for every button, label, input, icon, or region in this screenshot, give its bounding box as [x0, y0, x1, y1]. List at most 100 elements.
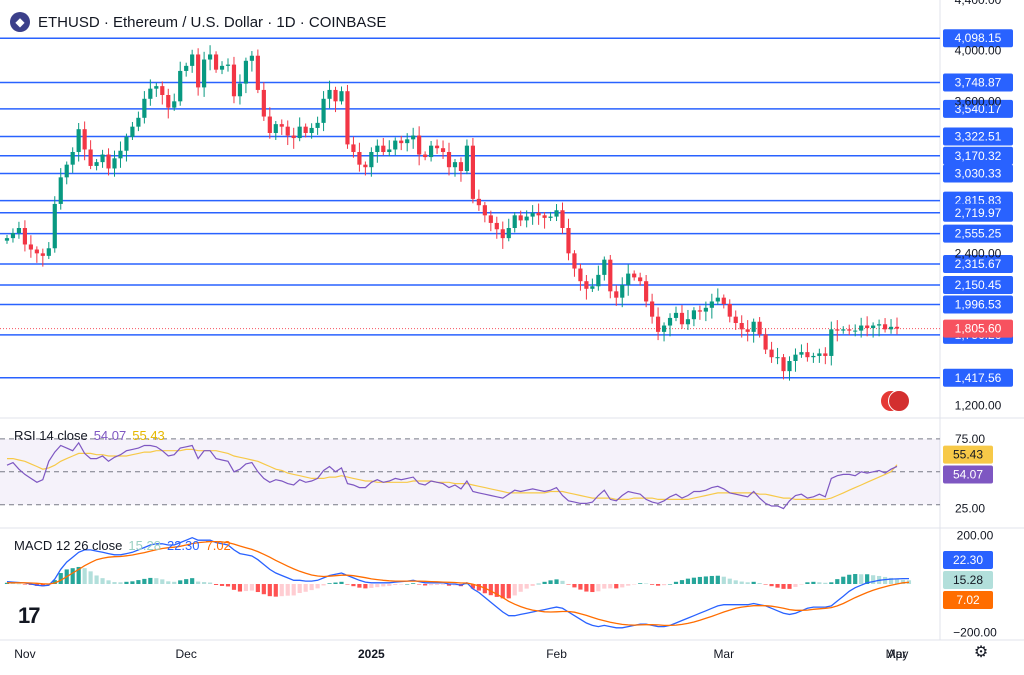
level-price-tag[interactable]: 4,098.15 — [943, 29, 1013, 48]
macd-histogram-bar — [835, 579, 840, 584]
macd-value-tag[interactable]: 7.02 — [943, 591, 993, 609]
macd-histogram-bar — [799, 584, 804, 585]
candle-body — [799, 352, 804, 355]
macd-histogram-bar — [673, 581, 679, 584]
candle-body — [739, 323, 744, 330]
macd-histogram-bar — [536, 583, 541, 585]
rsi-legend[interactable]: RSI 14 close 54.07 55.43 — [14, 428, 165, 443]
macd-histogram-bar — [590, 584, 595, 593]
symbol-title[interactable]: ETHUSD · Ethereum / U.S. Dollar · 1D · C… — [38, 13, 387, 31]
macd-histogram-bar — [88, 571, 93, 584]
candle-body — [10, 233, 16, 239]
candle-body — [894, 326, 900, 329]
macd-histogram-bar — [620, 584, 625, 588]
macd-histogram-bar — [882, 576, 888, 584]
macd-histogram-bar — [22, 584, 27, 585]
macd-histogram-bar — [452, 584, 458, 586]
macd-histogram-bar — [82, 568, 87, 584]
level-price-tag[interactable]: 2,150.45 — [943, 275, 1013, 294]
macd-histogram-bar — [297, 584, 302, 594]
level-price-tag[interactable]: 3,748.87 — [943, 73, 1013, 92]
macd-histogram-bar — [763, 584, 768, 585]
time-axis-label: Mar — [713, 647, 734, 661]
candle-body — [327, 89, 332, 99]
macd-histogram-bar — [506, 584, 511, 599]
candle-body — [345, 91, 350, 145]
ethereum-icon: ◆ — [10, 12, 30, 32]
candle-body — [882, 324, 888, 330]
macd-legend[interactable]: MACD 12 26 close 15.28 22.30 7.02 — [14, 538, 231, 553]
candle-body — [130, 126, 135, 137]
macd-histogram-bar — [793, 584, 798, 587]
candle-body — [787, 361, 792, 372]
level-price-tag[interactable]: 3,322.51 — [943, 127, 1013, 146]
level-price-tag[interactable]: 1,996.53 — [943, 295, 1013, 314]
candle-body — [303, 126, 308, 133]
macd-histogram-bar — [196, 581, 201, 584]
level-price-tag[interactable]: 3,170.32 — [943, 146, 1013, 165]
macd-title: MACD 12 26 close — [14, 538, 123, 553]
macd-histogram-bar — [865, 574, 870, 584]
rsi-line — [6, 441, 898, 510]
candle-body — [757, 321, 762, 335]
candle-body — [82, 129, 87, 150]
candle-body — [470, 145, 475, 199]
tradingview-logo-icon[interactable]: 17 — [18, 603, 41, 628]
candle-body — [112, 158, 117, 169]
macd-histogram-bar — [130, 581, 135, 584]
macd-histogram-bar — [40, 584, 45, 587]
candle-body — [405, 139, 410, 144]
candle-body — [727, 304, 732, 317]
candle-body — [524, 216, 529, 221]
macd-histogram-bar — [4, 582, 10, 584]
macd-histogram-bar — [106, 580, 111, 584]
macd-histogram-bar — [190, 578, 195, 584]
macd-histogram-bar — [124, 581, 129, 584]
rsi-value-tag[interactable]: 54.07 — [943, 465, 993, 484]
macd-value-tag[interactable]: 15.28 — [943, 571, 993, 589]
level-price-tag[interactable]: 3,540.17 — [943, 99, 1013, 118]
level-tag-bg — [943, 127, 1013, 146]
macd-histogram-bar — [237, 584, 243, 592]
candle-body — [536, 212, 541, 216]
level-price-tag[interactable]: 2,555.25 — [943, 224, 1013, 243]
macd-histogram-bar — [494, 584, 499, 597]
level-tag-bg — [943, 368, 1013, 387]
macd-histogram-bar — [739, 581, 744, 584]
level-price-tag[interactable]: 3,030.33 — [943, 164, 1013, 183]
macd-histogram-bar — [667, 584, 673, 585]
macd-histogram-bar — [548, 580, 553, 584]
candle-body — [399, 140, 404, 144]
candle-body — [548, 216, 553, 218]
macd-tag-label: 22.30 — [953, 553, 983, 567]
macd-histogram-bar — [751, 581, 756, 584]
macd-histogram-bar — [58, 573, 63, 584]
macd-histogram-bar — [405, 584, 410, 585]
macd-histogram-bar — [691, 577, 697, 584]
settings-gear-icon[interactable]: ⚙ — [973, 644, 989, 661]
macd-tag-bg — [943, 551, 993, 569]
candle-body — [243, 60, 249, 84]
level-tag-label: 3,170.32 — [955, 149, 1002, 163]
level-price-tag[interactable]: 2,719.97 — [943, 203, 1013, 222]
current-price-tag[interactable]: 1,805.60 — [943, 319, 1013, 338]
macd-histogram-bar — [154, 578, 159, 584]
macd-tag-label: 7.02 — [956, 593, 980, 607]
candle-body — [697, 310, 702, 312]
candle-body — [733, 316, 738, 323]
rsi-value-tag[interactable]: 55.43 — [943, 445, 993, 464]
candles-layer — [4, 45, 900, 381]
macd-histogram-bar — [434, 584, 440, 585]
macd-value-tag[interactable]: 22.30 — [943, 551, 993, 569]
candle-body — [142, 98, 147, 118]
us-flag-icon[interactable] — [880, 390, 910, 412]
macd-histogram-bar — [805, 582, 810, 584]
macd-histogram-bar — [584, 584, 589, 592]
macd-histogram-bar — [363, 584, 368, 589]
time-axis-label: Apr — [888, 647, 907, 661]
level-price-tag[interactable]: 1,417.56 — [943, 368, 1013, 387]
level-price-tag[interactable]: 2,315.67 — [943, 255, 1013, 274]
macd-histogram-bar — [566, 584, 571, 585]
candle-body — [817, 353, 822, 356]
